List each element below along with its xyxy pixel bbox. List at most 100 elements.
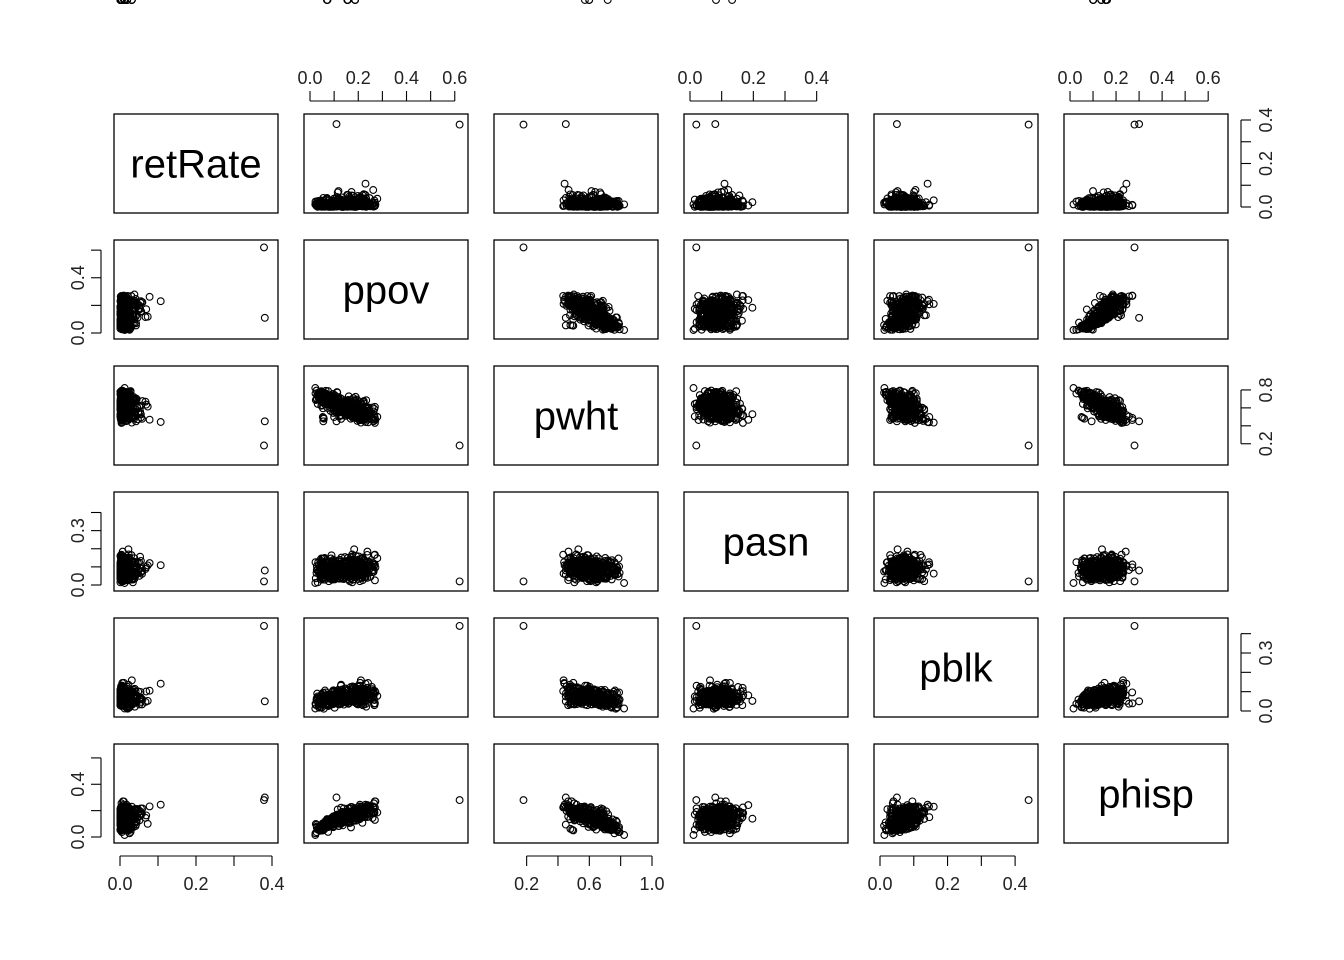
panel-retRate-vs-pasn bbox=[683, 113, 849, 214]
data-point bbox=[361, 179, 370, 188]
data-point bbox=[145, 292, 154, 301]
panel-pblk-vs-retRate bbox=[113, 617, 279, 718]
panel-pblk-vs-ppov bbox=[303, 617, 469, 718]
panel-pblk-vs-phisp bbox=[1063, 617, 1229, 718]
panel-ppov-vs-pblk bbox=[873, 239, 1039, 340]
data-point bbox=[313, 202, 322, 211]
data-point bbox=[145, 415, 154, 424]
panel-points-retRate-vs-ppov bbox=[311, 120, 464, 211]
panel-points-retRate-vs-pblk bbox=[880, 120, 1033, 211]
data-point bbox=[591, 201, 600, 210]
data-point bbox=[260, 243, 268, 252]
data-point bbox=[712, 200, 720, 209]
panel-phisp-vs-pwht bbox=[493, 743, 659, 844]
data-point bbox=[910, 188, 919, 196]
panel-points-pwht-vs-retRate bbox=[116, 0, 269, 450]
data-point bbox=[711, 120, 720, 129]
data-point bbox=[925, 200, 934, 209]
diagonal-panel-ppov bbox=[303, 239, 469, 340]
panel-pasn-vs-retRate bbox=[113, 491, 279, 592]
panel-ppov-vs-pasn bbox=[683, 239, 849, 340]
panel-points-ppov-vs-pasn bbox=[689, 243, 757, 334]
data-point bbox=[596, 200, 604, 209]
panel-pwht-vs-phisp bbox=[1063, 365, 1229, 466]
panel-pwht-vs-pasn bbox=[683, 365, 849, 466]
panel-phisp-vs-pblk bbox=[873, 743, 1039, 844]
data-point bbox=[561, 120, 570, 129]
data-point bbox=[923, 179, 932, 188]
data-point bbox=[260, 417, 269, 426]
panel-retRate-vs-pwht bbox=[493, 113, 659, 214]
data-point bbox=[579, 191, 588, 200]
data-point bbox=[156, 418, 165, 426]
data-point bbox=[455, 441, 464, 450]
data-point bbox=[692, 243, 701, 252]
data-point bbox=[911, 186, 920, 194]
panel-frames bbox=[113, 113, 1229, 844]
panel-ppov-vs-retRate bbox=[113, 239, 279, 340]
panel-pasn-vs-ppov bbox=[303, 491, 469, 592]
data-point bbox=[735, 191, 744, 200]
data-point bbox=[568, 191, 577, 199]
diagonal-panel-pblk bbox=[873, 617, 1039, 718]
scatter-points bbox=[116, 0, 1144, 839]
data-point bbox=[343, 190, 352, 199]
data-point bbox=[710, 190, 719, 199]
data-point bbox=[561, 193, 570, 202]
panel-points-pwht-vs-ppov bbox=[311, 0, 464, 450]
panel-pasn-vs-phisp bbox=[1063, 491, 1229, 592]
data-point bbox=[704, 201, 713, 209]
data-point bbox=[334, 187, 343, 196]
data-point bbox=[692, 120, 701, 129]
panel-phisp-vs-pasn bbox=[683, 743, 849, 844]
data-point bbox=[599, 199, 608, 208]
panel-ppov-vs-pwht bbox=[493, 239, 659, 340]
data-point bbox=[603, 200, 612, 209]
data-point bbox=[702, 191, 711, 200]
data-point bbox=[367, 201, 376, 209]
panel-pwht-vs-retRate bbox=[113, 365, 279, 466]
panel-pblk-vs-pasn bbox=[683, 617, 849, 718]
data-point bbox=[519, 243, 528, 252]
panel-retRate-vs-pblk bbox=[873, 113, 1039, 214]
panel-points-retRate-vs-phisp bbox=[1069, 120, 1144, 211]
panel-pasn-vs-pblk bbox=[873, 491, 1039, 592]
data-point bbox=[587, 187, 596, 196]
panel-points-ppov-vs-phisp bbox=[1069, 243, 1144, 334]
panel-points-retRate-vs-pwht bbox=[519, 120, 629, 211]
panel-pblk-vs-pwht bbox=[493, 617, 659, 718]
data-point bbox=[1082, 305, 1091, 314]
data-point bbox=[1089, 187, 1097, 196]
data-point bbox=[598, 195, 606, 204]
data-point bbox=[690, 202, 699, 211]
data-point bbox=[585, 200, 594, 209]
panel-phisp-vs-retRate bbox=[113, 743, 279, 844]
data-point bbox=[612, 201, 621, 210]
panel-retRate-vs-ppov bbox=[303, 113, 469, 214]
data-point bbox=[369, 186, 378, 194]
panel-retRate-vs-phisp bbox=[1063, 113, 1229, 214]
data-point bbox=[589, 190, 598, 199]
data-point bbox=[728, 200, 737, 209]
panel-phisp-vs-ppov bbox=[303, 743, 469, 844]
panel-points-ppov-vs-pwht bbox=[519, 243, 629, 334]
data-point bbox=[720, 179, 729, 188]
data-point bbox=[586, 199, 595, 208]
panel-pwht-vs-pblk bbox=[873, 365, 1039, 466]
data-point bbox=[738, 418, 747, 427]
panel-ppov-vs-phisp bbox=[1063, 239, 1229, 340]
data-point bbox=[604, 201, 613, 210]
diagonal-panel-pwht bbox=[493, 365, 659, 466]
data-point bbox=[713, 197, 722, 206]
data-point bbox=[1130, 120, 1139, 129]
data-point bbox=[597, 190, 606, 199]
data-point bbox=[317, 196, 326, 205]
panel-pwht-vs-ppov bbox=[303, 365, 469, 466]
data-point bbox=[692, 441, 701, 450]
data-point bbox=[343, 198, 352, 207]
data-point bbox=[1130, 243, 1139, 252]
panel-points-pwht-vs-pasn bbox=[689, 384, 757, 450]
data-point bbox=[569, 199, 578, 208]
data-point bbox=[362, 194, 371, 203]
panel-points-ppov-vs-pblk bbox=[880, 243, 1033, 334]
